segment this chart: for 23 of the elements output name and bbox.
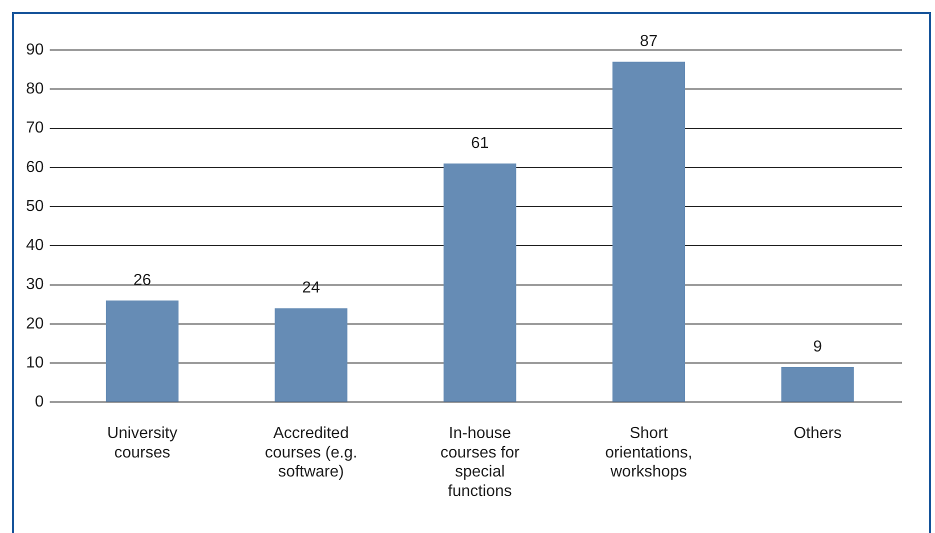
y-tick-label: 70 [26,120,44,137]
y-tick-label: 20 [26,315,44,332]
bar [444,163,516,402]
y-tick-label: 60 [26,158,44,176]
bar [274,308,348,402]
x-tick-label: Accredited courses (e.g. software) [264,425,358,481]
y-tick-label: 10 [26,354,44,372]
bar [612,62,686,402]
y-tick-label: 40 [26,237,44,254]
data-label: 61 [471,134,489,152]
data-label: 87 [640,33,658,50]
y-tick-label: 90 [26,41,44,58]
y-tick-label: 80 [26,80,44,98]
y-tick-label: 0 [34,394,44,411]
data-label: 9 [813,338,822,356]
x-tick-label: Short orientations, workshops [605,425,692,481]
x-tick-label: University courses [107,425,178,462]
x-tick-label: In-house courses for special functions [440,425,520,500]
y-tick-label: 50 [26,198,44,215]
bar [106,300,179,402]
x-tick-label: Others [794,425,842,442]
y-tick-label: 30 [26,276,44,294]
bar [781,366,854,402]
